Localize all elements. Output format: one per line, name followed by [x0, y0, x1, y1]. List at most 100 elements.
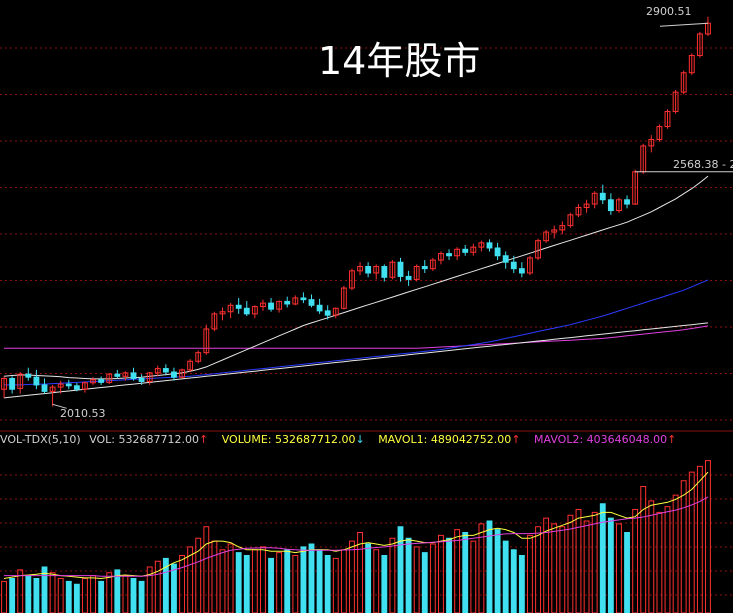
- volume-bar: [332, 557, 339, 613]
- volume-bar: [357, 532, 363, 613]
- candle-body: [583, 203, 590, 209]
- volume-bar: [429, 543, 436, 613]
- arrow-up-icon: ↑: [511, 433, 521, 446]
- candle-body: [1, 377, 7, 390]
- candle-body: [9, 377, 16, 390]
- volume-bar: [664, 506, 671, 613]
- high-marker-line: [659, 22, 708, 27]
- volume-bar: [688, 471, 695, 613]
- volume-bar: [527, 534, 533, 613]
- volume-bar: [300, 546, 307, 613]
- candle-body: [90, 379, 96, 384]
- arrow-up-icon: ↑: [667, 433, 677, 446]
- volume-bar: [235, 552, 242, 613]
- candle-body: [106, 373, 113, 383]
- volume-bar: [65, 580, 72, 613]
- candle-body: [559, 225, 566, 231]
- volume-bar: [680, 480, 687, 613]
- volume-bar: [632, 509, 639, 613]
- candle-body: [470, 246, 477, 253]
- candle-body: [41, 384, 48, 392]
- volume-bar: [624, 532, 630, 613]
- candle-body: [349, 270, 355, 289]
- candle-body: [154, 368, 161, 374]
- candle-body: [381, 266, 388, 278]
- volume-bar: [405, 537, 412, 613]
- volume-bar: [130, 578, 137, 613]
- candle-body: [49, 386, 56, 392]
- candle-body: [567, 214, 574, 227]
- volume-bar: [243, 555, 250, 613]
- candle-body: [187, 360, 194, 371]
- price-markers: [52, 22, 733, 409]
- mavol2-line: [4, 496, 709, 577]
- candle-body: [518, 268, 525, 274]
- volume-bar: [284, 549, 291, 613]
- candle-body: [138, 377, 145, 382]
- volume-bar: [179, 555, 185, 613]
- volume-bar: [462, 532, 469, 613]
- candle-body: [688, 55, 695, 74]
- volume-bar: [316, 549, 323, 613]
- vol-value: VOL: 532687712.00: [89, 433, 199, 446]
- candle-body: [284, 300, 291, 305]
- candle-body: [413, 266, 420, 280]
- candle-body: [130, 372, 137, 379]
- candle-body: [624, 199, 630, 205]
- volume-bar: [470, 540, 477, 613]
- volume-bar: [25, 575, 32, 613]
- volume-legend: VOL-TDX(5,10) VOL: 532687712.00↑ VOLUME:…: [0, 433, 676, 449]
- arrow-up-icon: ↑: [199, 433, 209, 446]
- candle-body: [268, 302, 274, 310]
- volume-bar: [122, 575, 129, 613]
- volume-bar: [114, 569, 121, 613]
- candle-body: [429, 259, 436, 270]
- volume-bar: [551, 523, 558, 613]
- volume-bar: [583, 520, 590, 613]
- candle-body: [535, 240, 541, 259]
- candle-body: [446, 253, 452, 257]
- volume-bar: [251, 549, 258, 613]
- candle-body: [73, 385, 80, 390]
- candle-body: [357, 266, 363, 272]
- volume-bar: [478, 523, 485, 613]
- candle-body: [33, 376, 40, 386]
- candle-body: [179, 369, 185, 378]
- volume-bar: [171, 563, 177, 613]
- volume-bar: [591, 511, 598, 613]
- volume-bar: [421, 552, 428, 613]
- candle-body: [648, 138, 655, 147]
- volume-bar: [438, 534, 444, 613]
- volume-bar: [518, 555, 525, 613]
- candle-body: [276, 300, 283, 310]
- candle-body: [122, 372, 129, 377]
- volume-bar: [696, 465, 703, 613]
- volume-bar: [340, 549, 347, 613]
- volume-bar: [672, 494, 679, 613]
- volume-bar: [373, 549, 380, 613]
- volume-bar: [9, 578, 16, 613]
- candle-body: [260, 302, 266, 308]
- candle-body: [494, 247, 501, 257]
- volume-value: VOLUME: 532687712.00: [221, 433, 356, 446]
- candles: [1, 16, 711, 407]
- ma-blue-line: [4, 279, 709, 386]
- volume-bar: [57, 578, 64, 613]
- candle-body: [227, 304, 234, 313]
- candle-body: [527, 257, 533, 274]
- volume-bar: [324, 555, 331, 613]
- arrow-down-icon: ↓: [355, 433, 365, 446]
- ma-white-line: [3, 175, 709, 380]
- candle-body: [551, 229, 558, 233]
- candle-body: [195, 352, 202, 362]
- candle-body: [454, 248, 461, 257]
- mid-price-label: 2568.38 - 2: [673, 158, 733, 171]
- candle-body: [421, 266, 428, 270]
- volume-bar: [195, 537, 202, 613]
- candle-body: [664, 111, 671, 128]
- ma-magenta-line: [4, 325, 709, 349]
- volume-bar: [268, 557, 274, 613]
- candle-body: [607, 199, 614, 212]
- candle-body: [656, 126, 663, 140]
